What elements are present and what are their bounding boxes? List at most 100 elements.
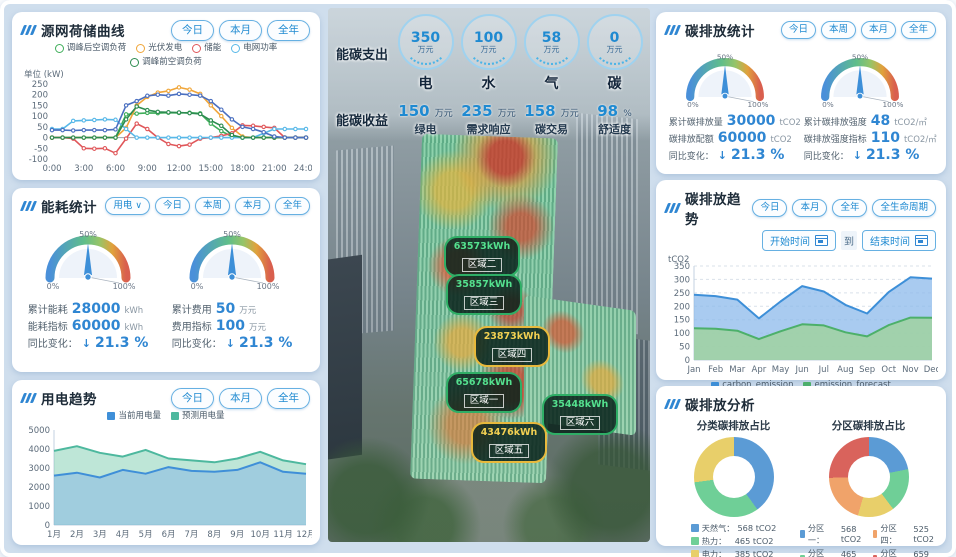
svg-text:Jan: Jan <box>686 365 700 375</box>
svg-text:12月: 12月 <box>296 530 312 540</box>
year-button[interactable]: 全年 <box>900 21 936 39</box>
stat-label: 同比变化： <box>668 152 714 162</box>
svg-text:100%: 100% <box>882 100 903 108</box>
svg-text:0%: 0% <box>822 100 834 108</box>
svg-text:-100: -100 <box>29 155 48 165</box>
end-date-input[interactable]: 结束时间 <box>862 230 936 251</box>
svg-text:Nov: Nov <box>902 365 919 375</box>
year-button[interactable]: 全年 <box>832 199 868 217</box>
category-donut-legend: 天然气： 568 tCO2 热力： 465 tCO2 电力： 385 tCO2 <box>690 522 777 557</box>
carbon-analysis-panel: 碳排放分析 分类碳排放占比 天然气： 568 tCO2 热力： 465 tCO2 电力：… <box>656 386 946 557</box>
svg-text:5000: 5000 <box>28 426 50 436</box>
arrow-down-icon: ↓ <box>81 337 91 350</box>
panel-title: 用电趋势 <box>41 392 97 409</box>
carbon-trend-panel: 碳排放趋势 今日 本月 全年 全生命周期 开始时间 到 结束时间 0 50 100 1… <box>656 180 946 390</box>
donut-hole <box>712 456 755 498</box>
start-date-input[interactable]: 开始时间 <box>762 230 836 251</box>
stat-label: 能耗指标 <box>27 322 68 333</box>
month-button[interactable]: 本月 <box>860 21 896 39</box>
year-button[interactable]: 全年 <box>267 388 310 409</box>
svg-text:250: 250 <box>32 80 48 90</box>
stat-value: 48 <box>870 113 891 129</box>
expenditure-item: 0 万元 碳 <box>583 14 646 93</box>
svg-text:300: 300 <box>674 275 690 285</box>
today-button[interactable]: 今日 <box>752 199 788 217</box>
zone-label: 35448kWh 区域六 <box>542 394 618 435</box>
svg-text:Aug: Aug <box>837 365 854 375</box>
svg-text:tCO2: tCO2 <box>668 255 689 265</box>
svg-text:Oct: Oct <box>881 365 896 375</box>
today-button[interactable]: 今日 <box>171 20 214 41</box>
week-button[interactable]: 本周 <box>194 197 230 215</box>
year-button[interactable]: 全年 <box>274 197 310 215</box>
today-button[interactable]: 今日 <box>780 21 816 39</box>
stat-unit: 万元 <box>249 323 267 333</box>
donut-title: 分类碳排放占比 <box>696 420 771 432</box>
legend-marker-icon <box>690 524 699 532</box>
svg-text:0%: 0% <box>687 100 699 108</box>
svg-text:50%: 50% <box>79 230 97 239</box>
energy-usage-gauge: 50% 0% 100% <box>45 230 136 291</box>
svg-text:18:00: 18:00 <box>230 164 255 174</box>
zone-label: 43476kWh 区域五 <box>471 422 547 463</box>
stat-unit: 万元 <box>239 306 257 316</box>
legend-item: 分区五：659 tCO2 <box>872 547 938 557</box>
week-button[interactable]: 本周 <box>820 21 856 39</box>
electricity-trend-area-chart: 0 1000 2000 3000 4000 5000 1月 2月 3月 4月 5月 6月 7月 8月 9月 1… <box>28 426 315 540</box>
month-button[interactable]: 本月 <box>792 199 828 217</box>
expenditure-item: 350 万元 电 <box>394 14 457 93</box>
legend-item: 光伏发电 <box>136 43 182 54</box>
energy-cost-gauge: 50% 0% 100% <box>189 230 280 291</box>
stat-unit: tCO2 <box>779 118 801 128</box>
chevron-down-icon: ∨ <box>135 201 142 211</box>
legend-marker-icon <box>872 555 878 557</box>
legend-item: 电网功率 <box>231 43 277 54</box>
month-button[interactable]: 本月 <box>219 20 262 41</box>
stat-label: 累计费用 <box>171 305 212 316</box>
legend-item: 天然气： 568 tCO2 <box>690 522 776 534</box>
stat-value: 110 <box>870 130 900 146</box>
legend-marker-icon <box>799 555 805 557</box>
legend-marker-icon <box>54 43 64 53</box>
legend-item: 分区四： 525 tCO2 <box>872 522 938 546</box>
stat-value: 21.3 % <box>865 147 920 163</box>
lifecycle-button[interactable]: 全生命周期 <box>872 199 936 217</box>
stat-value: 21.3 % <box>238 335 293 351</box>
panel-marker-icon <box>663 399 682 409</box>
energy-stats-panel: 能耗统计 用电 ∨ 今日 本周 本月 全年 50% 0% 100% 累计能耗 28000… <box>12 188 320 372</box>
svg-text:100%: 100% <box>747 100 768 108</box>
month-button[interactable]: 本月 <box>234 197 270 215</box>
svg-text:12:00: 12:00 <box>167 164 192 174</box>
panel-marker-icon <box>19 25 38 36</box>
today-button[interactable]: 今日 <box>171 388 214 409</box>
svg-text:0%: 0% <box>190 282 203 291</box>
svg-text:Jul: Jul <box>818 365 829 375</box>
svg-text:6月: 6月 <box>162 530 176 540</box>
svg-text:May: May <box>772 365 790 375</box>
month-button[interactable]: 本月 <box>219 388 262 409</box>
stat-value: 21.3 % <box>94 335 149 351</box>
svg-text:50%: 50% <box>852 52 868 61</box>
expenditure-item: 58 万元 气 <box>520 14 583 93</box>
electricity-trend-panel: 用电趋势 今日 本月 全年 当前用电量 预测用电量 0 1000 2000 3000 4… <box>12 380 320 545</box>
building-photo: 能碳支出 350 万元 电 100 万元 水 58 万元 气 0 万元 碳 <box>328 8 650 542</box>
legend-item: 热力： 465 tCO2 <box>690 535 777 547</box>
svg-text:1000: 1000 <box>28 502 50 512</box>
svg-text:200: 200 <box>32 90 48 100</box>
svg-text:100: 100 <box>674 329 690 339</box>
today-button[interactable]: 今日 <box>154 197 190 215</box>
svg-text:6:00: 6:00 <box>106 164 125 174</box>
legend-item: carbon_emission <box>711 380 793 391</box>
donut-title: 分区碳排放占比 <box>831 420 906 432</box>
svg-text:4000: 4000 <box>28 445 50 455</box>
energy-type-dropdown[interactable]: 用电 ∨ <box>105 197 150 215</box>
svg-text:3月: 3月 <box>93 530 107 540</box>
svg-text:200: 200 <box>674 302 690 312</box>
year-button[interactable]: 全年 <box>267 20 310 41</box>
legend-item: 电力： 385 tCO2 <box>690 548 777 557</box>
svg-text:9:00: 9:00 <box>138 164 157 174</box>
svg-text:0: 0 <box>43 133 48 143</box>
svg-text:3000: 3000 <box>28 464 50 474</box>
panel-title: 源网荷储曲线 <box>41 24 125 41</box>
